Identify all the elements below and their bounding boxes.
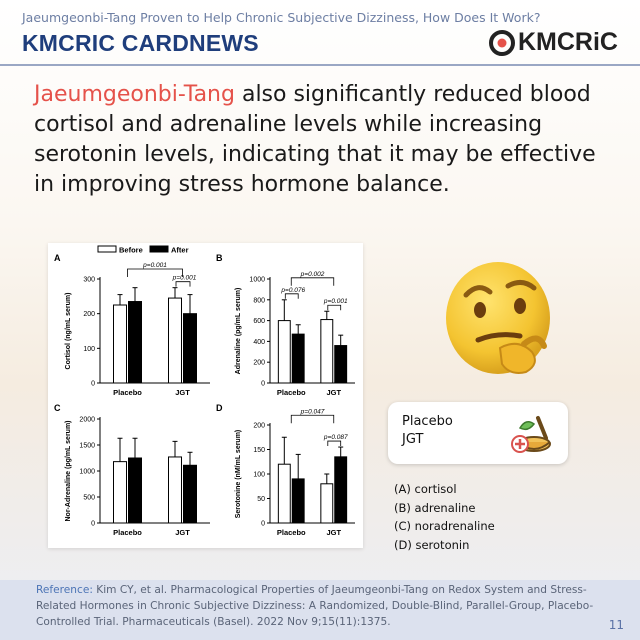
p-value-label: p=0.076 — [280, 287, 305, 294]
p-value-label: p=0.047 — [300, 408, 325, 415]
x-tick-label: Placebo — [113, 388, 142, 397]
significance-bracket — [290, 414, 335, 424]
logo-text: KMCRiC — [518, 28, 618, 56]
p-value-label: p=0.001 — [142, 262, 167, 269]
page-number: 11 — [608, 618, 624, 632]
headline: Jaeumgeonbi-Tang also significantly redu… — [34, 80, 614, 200]
legend-swatch-after — [149, 245, 169, 253]
significance-bracket — [290, 277, 335, 286]
panel-key-item: (A) cortisol — [394, 482, 457, 496]
bar — [128, 301, 142, 384]
headline-highlight: Jaeumgeonbi-Tang — [34, 82, 235, 107]
thinking-face-icon — [446, 262, 550, 374]
y-tick-label: 200 — [253, 360, 265, 367]
bar — [277, 320, 291, 384]
y-tick-label: 1000 — [79, 469, 95, 476]
significance-bracket — [175, 281, 191, 287]
reference-citation: Reference: Kim CY, et al. Pharmacologica… — [36, 582, 596, 630]
reference-label: Reference: — [36, 584, 93, 596]
p-value-label: p=0.087 — [323, 434, 348, 441]
reference-bar — [0, 580, 640, 640]
y-tick-label: 400 — [253, 339, 265, 346]
significance-bracket — [284, 293, 299, 299]
panel-letter: C — [54, 403, 61, 413]
y-tick-label: 150 — [253, 447, 265, 454]
bar — [334, 456, 348, 524]
bar — [183, 313, 197, 384]
x-tick-label: JGT — [326, 388, 341, 397]
y-tick-label: 2000 — [79, 417, 95, 424]
p-value-label: p=0.002 — [300, 271, 325, 278]
significance-bracket — [327, 440, 342, 447]
bar — [113, 461, 127, 524]
x-tick-label: JGT — [326, 528, 341, 537]
y-tick-label: 800 — [253, 297, 265, 304]
group-legend-card: Placebo JGT — [388, 402, 568, 464]
y-tick-label: 100 — [83, 346, 95, 353]
y-tick-label: 1000 — [249, 277, 265, 284]
bar — [277, 463, 291, 524]
legend-swatch-before — [97, 245, 117, 253]
x-tick-label: JGT — [175, 528, 190, 537]
legend-label-after: After — [171, 246, 189, 255]
legend-jgt: JGT — [402, 432, 424, 447]
y-axis-label: Serotonine (nM/mL serum) — [235, 430, 242, 519]
bar — [320, 483, 334, 524]
x-tick-label: Placebo — [277, 388, 306, 397]
significance-bracket — [327, 304, 342, 311]
legend-label-before: Before — [119, 246, 143, 255]
y-tick-label: 50 — [257, 496, 265, 503]
panel-key-list: (A) cortisol (B) adrenaline (C) noradren… — [394, 480, 495, 554]
y-tick-label: 200 — [253, 423, 265, 430]
y-tick-label: 0 — [91, 521, 95, 528]
y-tick-label: 0 — [261, 521, 265, 528]
p-value-label: p=0.001 — [323, 298, 348, 305]
y-tick-label: 200 — [83, 311, 95, 318]
bar — [128, 457, 142, 524]
results-figure: Before After A 0 100 200 300 Cortisol (ng/mL se… — [48, 243, 363, 548]
significance-bracket — [127, 268, 183, 277]
y-axis-label: Nor-Adrenaline (pg/mL serum) — [65, 421, 72, 522]
y-axis-label: Cortisol (ng/mL serum) — [65, 293, 72, 370]
y-tick-label: 0 — [261, 381, 265, 388]
card-subtitle: Jaeumgeonbi-Tang Proven to Help Chronic … — [22, 10, 541, 25]
p-value-label: p=0.001 — [172, 275, 197, 282]
y-tick-label: 1500 — [79, 443, 95, 450]
panel-key-item: (D) serotonin — [394, 537, 470, 552]
bar — [320, 319, 334, 384]
panel-key-item: (B) adrenaline — [394, 500, 476, 515]
y-tick-label: 100 — [253, 472, 265, 479]
header-divider — [0, 64, 640, 66]
card-series-title: KMCRIC CARDNEWS — [22, 30, 259, 56]
y-tick-label: 600 — [253, 318, 265, 325]
y-axis-label: Adrenaline (pg/mL serum) — [235, 288, 242, 375]
bar — [168, 456, 182, 524]
bar — [334, 345, 348, 384]
panel-letter: B — [216, 253, 223, 263]
x-tick-label: Placebo — [277, 528, 306, 537]
bar — [291, 478, 305, 524]
panel-letter: D — [216, 403, 223, 413]
bar — [291, 333, 305, 384]
legend-placebo: Placebo — [402, 414, 453, 429]
y-tick-label: 0 — [91, 381, 95, 388]
reference-text: Kim CY, et al. Pharmacological Propertie… — [36, 584, 594, 628]
panel-letter: A — [54, 253, 61, 263]
logo-mark-icon — [489, 29, 515, 56]
results-figure-svg: Before After A 0 100 200 300 Cortisol (ng/mL se… — [54, 245, 355, 537]
headline-text: also significantly reduced blood cortiso… — [34, 82, 596, 197]
herbal-medicine-icon — [511, 416, 551, 453]
bar — [183, 464, 197, 524]
bar — [168, 297, 182, 384]
bar — [113, 304, 127, 384]
x-tick-label: JGT — [175, 388, 190, 397]
panel-key-item: (C) noradrenaline — [394, 519, 495, 533]
y-tick-label: 500 — [83, 495, 95, 502]
kmcric-logo: KMCRiC — [489, 28, 618, 57]
x-tick-label: Placebo — [113, 528, 142, 537]
y-tick-label: 300 — [83, 277, 95, 284]
